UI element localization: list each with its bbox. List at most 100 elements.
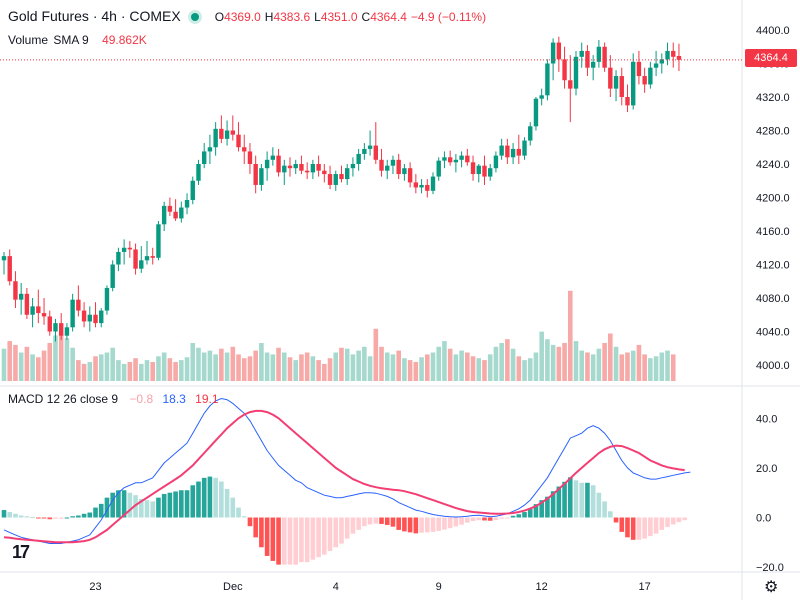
candle-body xyxy=(522,140,527,156)
macd-histogram-bar xyxy=(138,498,144,518)
volume-bar xyxy=(459,350,464,381)
volume-bar xyxy=(339,347,344,381)
volume-bar xyxy=(30,354,35,381)
candle-body xyxy=(322,170,327,175)
macd-histogram-bar xyxy=(567,477,573,518)
candle-body xyxy=(442,157,447,161)
candle-body xyxy=(36,306,41,314)
candle-body xyxy=(362,148,367,154)
macd-histogram-bar xyxy=(167,492,173,518)
candle-body xyxy=(350,164,356,169)
candle-body xyxy=(631,61,636,106)
volume-bar xyxy=(367,356,373,381)
price-tick-label: 4000.0 xyxy=(756,360,790,372)
time-tick-label: 9 xyxy=(436,581,442,593)
volume-bar xyxy=(522,360,527,381)
candle-body xyxy=(625,97,630,106)
macd-histogram-bar xyxy=(253,517,258,538)
macd-histogram-bar xyxy=(36,517,41,519)
candle-body xyxy=(116,251,121,265)
macd-histogram-bar xyxy=(539,500,544,518)
volume-bar xyxy=(41,350,47,381)
volume-bar xyxy=(230,346,236,381)
volume-bar xyxy=(465,352,470,381)
macd-histogram-bar xyxy=(87,512,93,518)
volume-bar xyxy=(259,343,264,381)
volume-bar xyxy=(573,341,579,381)
candle-body xyxy=(213,128,218,148)
macd-histogram-bar xyxy=(367,517,373,525)
candle-body xyxy=(568,80,573,89)
candle-body xyxy=(556,42,562,60)
volume-legend[interactable]: Volume SMA 9 49.862K xyxy=(8,33,147,47)
volume-bar xyxy=(613,346,619,381)
volume-bar xyxy=(281,352,287,381)
macd-histogram-bar xyxy=(442,517,447,530)
volume-bar xyxy=(424,354,430,381)
volume-bar xyxy=(596,348,602,381)
candle-body xyxy=(253,164,258,185)
tradingview-logo-icon[interactable]: 17 xyxy=(12,542,30,562)
price-tick-label: 4280.0 xyxy=(756,126,790,138)
macd-histogram-bar xyxy=(499,517,504,519)
candle-body xyxy=(671,50,676,57)
volume-bar xyxy=(24,346,30,381)
candle-body xyxy=(613,76,619,89)
macd-histogram-bar xyxy=(522,512,527,518)
candle-body xyxy=(99,310,104,324)
candle-body xyxy=(533,98,539,127)
candle-body xyxy=(333,174,338,185)
macd-histogram-bar xyxy=(533,504,539,518)
settings-gear-icon[interactable]: ⚙ xyxy=(764,579,779,596)
candle-body xyxy=(550,42,556,64)
candle-body xyxy=(648,67,653,85)
volume-bar xyxy=(322,363,327,381)
macd-histogram-bar xyxy=(70,516,75,518)
volume-bar xyxy=(287,357,293,381)
macd-histogram-bar xyxy=(556,486,562,518)
volume-bar xyxy=(362,346,367,381)
macd-legend[interactable]: MACD 12 26 close 9 −0.8 18.3 19.1 xyxy=(8,392,219,406)
candle-body xyxy=(110,264,115,288)
macd-tick-label: 20.0 xyxy=(756,463,777,475)
price-tick-label: 4240.0 xyxy=(756,159,790,171)
macd-tick-label: −20.0 xyxy=(756,562,784,574)
volume-bar xyxy=(487,354,493,381)
candle-body xyxy=(476,165,481,175)
volume-bar xyxy=(213,354,218,381)
high-label: H xyxy=(264,10,274,24)
volume-bar xyxy=(608,333,613,381)
volume-bar xyxy=(201,352,207,381)
macd-histogram-bar xyxy=(630,517,636,540)
volume-bar xyxy=(241,358,247,381)
volume-bar xyxy=(150,362,156,381)
macd-histogram-bar xyxy=(602,501,607,518)
volume-bar xyxy=(602,343,607,381)
candle-body xyxy=(545,63,550,96)
candle-body xyxy=(356,153,361,164)
candle-body xyxy=(430,176,436,191)
volume-bar xyxy=(550,344,556,381)
volume-bar xyxy=(442,341,447,381)
candle-body xyxy=(516,148,521,156)
symbol-title[interactable]: Gold Futures · 4h · COMEX xyxy=(8,8,181,24)
macd-histogram-bar xyxy=(150,501,156,518)
volume-bar xyxy=(264,352,270,381)
candle-body xyxy=(150,256,155,258)
macd-histogram-bar xyxy=(625,517,630,538)
macd-histogram-bar xyxy=(482,517,487,521)
candle-body xyxy=(224,130,230,139)
macd-histogram-bar xyxy=(327,517,333,551)
candle-body xyxy=(493,155,499,169)
candle-body xyxy=(659,59,664,64)
macd-histogram-bar xyxy=(562,481,567,518)
volume-bar xyxy=(53,335,58,381)
volume-bar xyxy=(110,347,115,381)
macd-histogram-bar xyxy=(636,517,642,540)
candle-body xyxy=(276,155,281,173)
volume-bar xyxy=(18,352,24,381)
macd-histogram-bar xyxy=(402,517,407,532)
candle-body xyxy=(602,46,607,68)
price-tick-label: 4040.0 xyxy=(756,327,790,339)
